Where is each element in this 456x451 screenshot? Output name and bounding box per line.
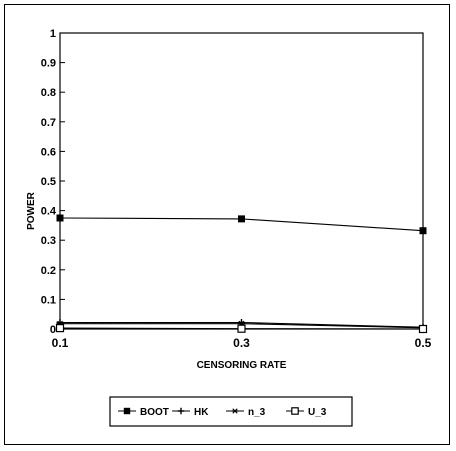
legend-marker-boot bbox=[123, 407, 131, 415]
legend-entry-u-3: U_3 bbox=[286, 407, 327, 418]
y-axis-label: POWER bbox=[26, 191, 37, 230]
axes bbox=[59, 32, 424, 330]
legend-label-n-3: n_3 bbox=[248, 407, 266, 418]
series-u-3 bbox=[55, 324, 428, 334]
y-tick-label: 0.6 bbox=[41, 146, 56, 158]
legend-entry-hk: HK bbox=[172, 407, 209, 418]
x-axis-label: CENSORING RATE bbox=[197, 360, 287, 371]
data-point-boot bbox=[56, 214, 64, 222]
y-axis-ticks: 0 0.1 0.2 0.3 0.4 0.5 0.6 0.7 0.8 0.9 1 bbox=[41, 28, 65, 336]
legend-entry-n-3: n_3 bbox=[226, 407, 266, 418]
legend-marker-hk bbox=[177, 407, 185, 415]
series-lines bbox=[55, 214, 428, 334]
x-tick-label: 0.3 bbox=[233, 336, 250, 350]
y-tick-label: 0.1 bbox=[41, 294, 56, 306]
y-tick-label: 0.5 bbox=[41, 176, 56, 188]
x-tick-label: 0.5 bbox=[415, 336, 432, 350]
legend-marker-u-3 bbox=[291, 407, 299, 415]
x-tick-label: 0.1 bbox=[52, 336, 69, 350]
y-tick-label: 0.7 bbox=[41, 117, 56, 129]
series-boot bbox=[56, 214, 427, 235]
data-point-u-3 bbox=[237, 324, 246, 333]
y-tick-label: 1 bbox=[50, 28, 56, 40]
data-point-boot bbox=[238, 215, 245, 223]
y-tick-label: 0 bbox=[50, 324, 56, 336]
chart-frame bbox=[4, 4, 450, 445]
y-tick-label: 0.2 bbox=[41, 265, 56, 277]
legend-marker-n-3 bbox=[231, 408, 239, 414]
legend-label-hk: HK bbox=[194, 407, 209, 418]
data-point-u-3 bbox=[418, 324, 428, 334]
legend-entry-boot: BOOT bbox=[118, 407, 169, 418]
y-tick-label: 0.3 bbox=[41, 235, 56, 247]
y-tick-label: 0.9 bbox=[41, 58, 56, 70]
data-point-u-3 bbox=[55, 324, 65, 333]
data-point-boot bbox=[419, 227, 427, 235]
plot-area-border bbox=[59, 32, 424, 330]
y-tick-label: 0.4 bbox=[41, 206, 57, 218]
y-tick-label: 0.8 bbox=[41, 87, 56, 99]
legend-label-boot: BOOT bbox=[140, 407, 169, 418]
legend: BOOT HK n_3 U_3 bbox=[109, 396, 353, 427]
legend-label-u-3: U_3 bbox=[308, 407, 327, 418]
